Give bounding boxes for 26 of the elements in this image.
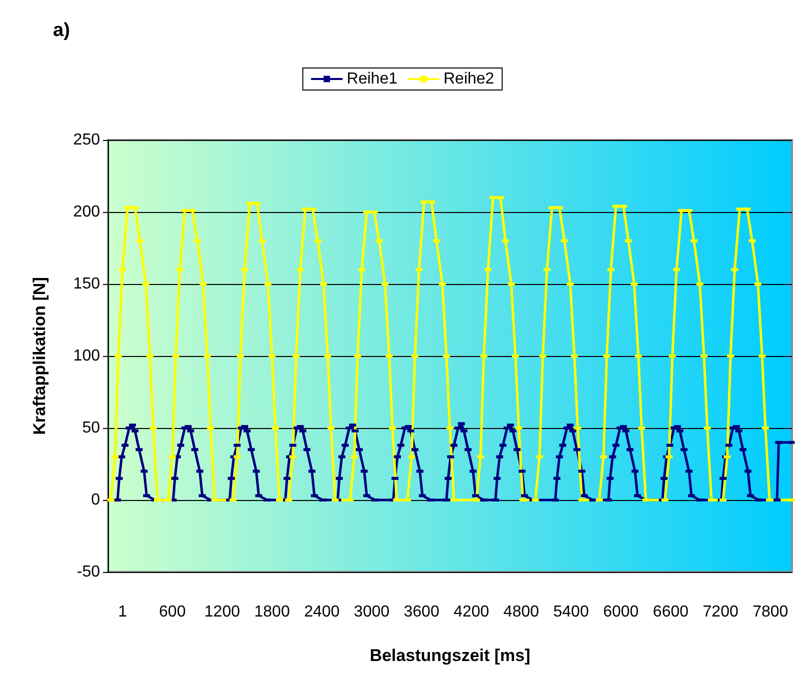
x-tick-label: 7200 <box>702 604 738 620</box>
x-tick-label: 1 <box>118 604 128 620</box>
y-tick-label: 250 <box>73 132 100 148</box>
x-tick-label: 3600 <box>404 604 440 620</box>
y-tick-label: 150 <box>73 276 100 292</box>
chart-title: a) <box>53 20 70 41</box>
y-tick-label: 0 <box>91 492 100 508</box>
x-tick-label: 7800 <box>752 604 788 620</box>
legend-label: Reihe2 <box>444 70 494 88</box>
x-tick-label: 2400 <box>304 604 340 620</box>
y-tick-label: 50 <box>82 420 100 436</box>
x-tick-label: 4800 <box>503 604 540 620</box>
x-tick-label: 6600 <box>652 604 689 620</box>
x-tick-label: 6000 <box>603 604 639 620</box>
y-tick-label: -50 <box>76 564 100 580</box>
y-axis-title: Kraftapplikation [N] <box>30 277 49 435</box>
x-tick-label: 600 <box>159 604 186 620</box>
x-axis-title: Belastungszeit [ms] <box>370 646 530 665</box>
legend-label: Reihe1 <box>346 70 398 88</box>
x-tick-label: 1200 <box>204 604 240 620</box>
y-tick-label: 200 <box>73 204 100 220</box>
y-tick-label: 100 <box>73 348 100 364</box>
x-tick-label: 3000 <box>354 604 390 620</box>
x-tick-label: 1800 <box>254 604 290 620</box>
x-tick-label: 4200 <box>454 604 490 620</box>
x-tick-label: 5400 <box>553 604 589 620</box>
